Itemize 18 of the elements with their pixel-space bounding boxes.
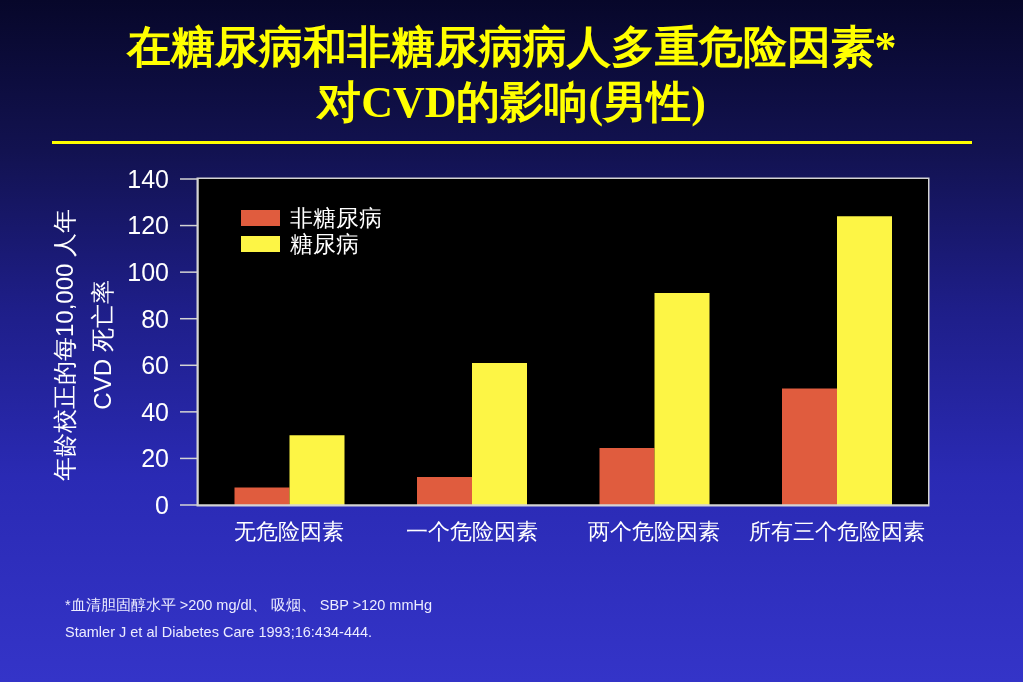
y-tick-label: 140	[127, 164, 169, 193]
y-tick-label: 80	[141, 304, 169, 333]
x-tick-label: 一个危险因素	[405, 518, 538, 544]
x-tick-label: 所有三个危险因素	[748, 518, 925, 544]
legend-label: 糖尿病	[290, 231, 359, 257]
y-tick-label: 100	[127, 258, 169, 287]
chart-title: 在糖尿病和非糖尿病病人多重危险因素* 对CVD的影响(男性)	[125, 22, 898, 129]
y-tick-label: 20	[141, 444, 169, 473]
y-tick-label: 60	[141, 351, 169, 380]
y-tick-label: 40	[141, 397, 169, 426]
x-tick-label: 两个危险因素	[588, 518, 721, 544]
y-tick-label: 0	[155, 490, 169, 519]
x-tick-label: 无危险因素	[234, 518, 345, 544]
y-tick-label: 120	[127, 211, 169, 240]
legend-label: 非糖尿病	[290, 205, 382, 231]
y-axis-title: 年龄校正的每10,000 人年 CVD 死亡率	[50, 207, 117, 484]
text: Stamler J et al Diabetes Care 1993;16:434-444.	[65, 623, 374, 642]
text: *血清胆固醇水平 >200 mg/dl、 吸烟、 SBP >120 mmHg	[65, 596, 433, 615]
